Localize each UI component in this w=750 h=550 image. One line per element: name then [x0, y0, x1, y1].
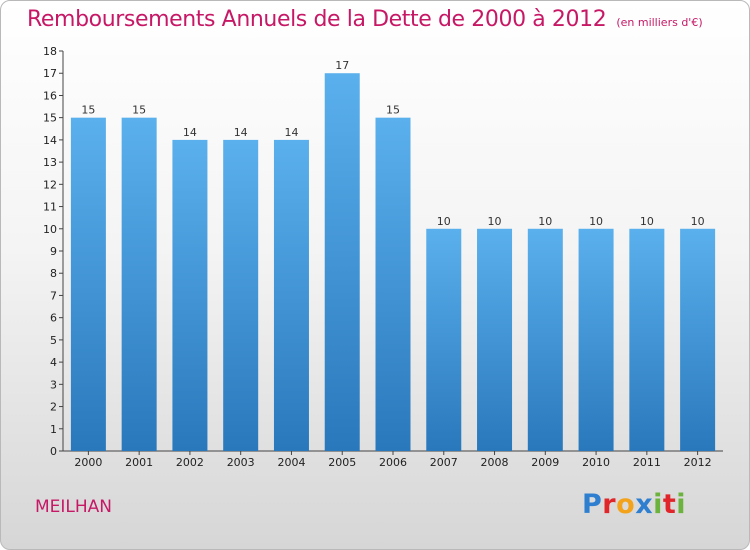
value-label-2008: 10 [488, 215, 502, 228]
bar-2001 [121, 117, 157, 452]
bar-2011 [629, 228, 665, 451]
chart-unit: (en milliers d'€) [616, 16, 703, 29]
x-tick-label-2003: 2003 [227, 456, 255, 469]
y-tick-label: 18 [43, 45, 57, 58]
bar-2000 [70, 117, 106, 452]
value-label-2007: 10 [437, 215, 451, 228]
bar-2008 [477, 228, 513, 451]
y-tick-label: 9 [50, 245, 57, 258]
value-label-2004: 14 [284, 126, 298, 139]
y-tick-label: 17 [43, 67, 57, 80]
logo-letter: x [635, 489, 654, 520]
bar-2012 [680, 228, 716, 451]
commune-name: MEILHAN [35, 497, 113, 517]
y-tick-label: 0 [50, 445, 57, 458]
y-tick-label: 1 [50, 423, 57, 436]
x-tick-label-2004: 2004 [277, 456, 305, 469]
x-tick-label-2001: 2001 [125, 456, 153, 469]
value-label-2011: 10 [640, 215, 654, 228]
x-tick-label-2007: 2007 [430, 456, 458, 469]
logo-letter: i [676, 489, 687, 520]
y-tick-label: 16 [43, 89, 57, 102]
x-tick-label-2009: 2009 [531, 456, 559, 469]
value-label-2002: 14 [183, 126, 197, 139]
y-tick-label: 12 [43, 178, 57, 191]
value-label-2009: 10 [538, 215, 552, 228]
x-tick-label-2000: 2000 [74, 456, 102, 469]
x-tick-label-2012: 2012 [684, 456, 712, 469]
bar-layer: 15 15 14 14 14 17 15 10 10 10 10 10 10 [70, 59, 716, 452]
logo-letter: P [582, 489, 603, 520]
x-tick-label-2008: 2008 [481, 456, 509, 469]
logo-letter: t [662, 489, 677, 520]
value-label-2010: 10 [589, 215, 603, 228]
value-label-2012: 10 [691, 215, 705, 228]
value-label-2003: 14 [234, 126, 248, 139]
bar-2009 [527, 228, 563, 451]
y-tick-label: 15 [43, 112, 57, 125]
y-tick-label: 4 [50, 356, 57, 369]
bar-2010 [578, 228, 614, 451]
y-tick-label: 11 [43, 201, 57, 214]
proxiti-logo: Proxiti [582, 489, 686, 520]
y-tick-label: 2 [50, 401, 57, 414]
chart-title: Remboursements Annuels de la Dette de 20… [27, 7, 703, 32]
logo-letter: o [616, 489, 636, 520]
value-label-2000: 15 [81, 104, 95, 117]
y-tick-label: 13 [43, 156, 57, 169]
bar-2006 [375, 117, 411, 452]
logo-letter: r [602, 489, 617, 520]
x-tick-label-2010: 2010 [582, 456, 610, 469]
x-tick-label-2006: 2006 [379, 456, 407, 469]
bar-2002 [172, 139, 208, 451]
y-tick-label: 14 [43, 134, 57, 147]
logo-letter: i [653, 489, 663, 520]
bar-2005 [324, 73, 360, 451]
y-tick-label: 8 [50, 267, 57, 280]
value-label-2005: 17 [335, 59, 349, 72]
y-tick-label: 5 [50, 334, 57, 347]
x-tick-label-2002: 2002 [176, 456, 204, 469]
y-tick-label: 6 [50, 312, 57, 325]
bar-2004 [273, 139, 309, 451]
bar-2007 [426, 228, 462, 451]
value-label-2001: 15 [132, 104, 146, 117]
bar-2003 [223, 139, 259, 451]
chart-title-text: Remboursements Annuels de la Dette de 20… [27, 7, 607, 32]
value-label-2006: 15 [386, 104, 400, 117]
y-tick-label: 3 [50, 378, 57, 391]
x-tick-label-2005: 2005 [328, 456, 356, 469]
y-tick-label: 7 [50, 289, 57, 302]
y-tick-label: 10 [43, 223, 57, 236]
x-tick-label-2011: 2011 [633, 456, 661, 469]
